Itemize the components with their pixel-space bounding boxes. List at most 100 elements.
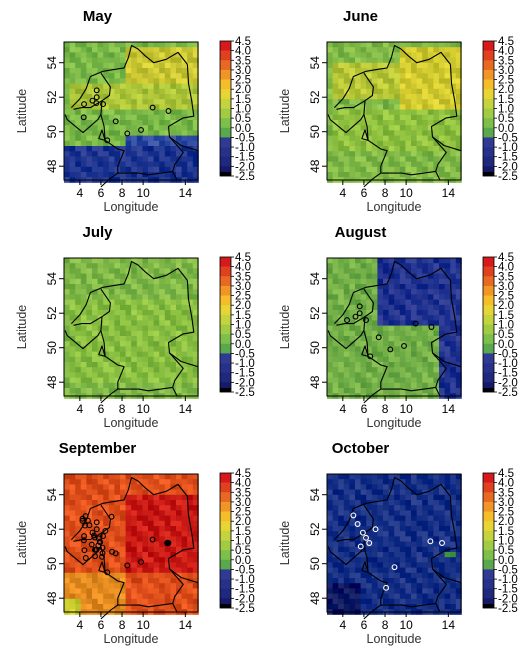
map-cell (349, 474, 356, 480)
map-chart: 4 6 8 10 14Longitude54525048Latitude4.54.03.… (15, 36, 255, 214)
map-cell (355, 531, 361, 537)
map-cell (164, 505, 171, 511)
map-cell (125, 388, 132, 394)
map-cell (394, 73, 401, 79)
map-cell (114, 135, 121, 142)
map-cell (355, 114, 361, 121)
map-cell (108, 299, 115, 306)
map-cell (427, 572, 434, 579)
map-cell (114, 346, 121, 352)
map-cell (75, 541, 82, 548)
map-cell (131, 341, 138, 347)
map-cell (187, 299, 194, 306)
map-cell (394, 362, 401, 368)
map-cell (405, 593, 412, 600)
map-cell (131, 294, 138, 300)
map-cell (164, 552, 171, 558)
map-cell (125, 325, 132, 332)
map-cell (131, 109, 138, 116)
x-tick-label: 8 (119, 186, 126, 200)
map-cell (439, 284, 445, 290)
map-cell (360, 73, 367, 79)
map-cell (187, 320, 194, 326)
map-cell (338, 151, 345, 157)
map-cell (114, 377, 121, 384)
map-cell (394, 151, 401, 157)
map-cell (332, 494, 339, 501)
map-cell (394, 325, 401, 332)
border-line (363, 64, 458, 176)
map-cell (411, 258, 417, 264)
map-cell (439, 289, 445, 295)
map-cell (187, 135, 194, 142)
map-cell (388, 557, 395, 563)
map-cell (388, 598, 395, 605)
map-cell (108, 104, 115, 110)
map-cell (86, 604, 93, 610)
map-cell (355, 494, 361, 501)
map-cell (148, 351, 154, 358)
map-cell (148, 552, 154, 558)
map-cell (131, 120, 138, 126)
map-cell (125, 330, 132, 337)
map-cell (92, 598, 98, 605)
map-cell (75, 598, 82, 605)
map-cell (120, 304, 126, 311)
station-marker (412, 320, 419, 327)
map-cell (332, 268, 339, 274)
map-cell (108, 604, 115, 610)
map-cell (349, 120, 356, 126)
map-cell (136, 546, 143, 553)
map-cell (148, 151, 154, 157)
map-cell (444, 88, 451, 95)
map-cell (170, 330, 177, 337)
map-cell (427, 156, 434, 162)
map-cell (433, 505, 440, 511)
map-cell (383, 310, 389, 316)
map-cell (427, 166, 434, 173)
map-cell (343, 125, 350, 131)
map-cell (394, 161, 401, 168)
map-cell (86, 294, 93, 300)
map-cell (360, 377, 367, 384)
map-cell (86, 598, 93, 605)
map-cell (388, 140, 395, 147)
map-cell (97, 125, 104, 131)
map-cell (427, 73, 434, 79)
map-cell (427, 104, 434, 110)
map-cell (142, 336, 149, 342)
map-cell (371, 531, 378, 537)
map-cell (187, 546, 194, 553)
map-cell (75, 289, 82, 295)
map-cell (377, 346, 384, 352)
map-cell (120, 294, 126, 300)
map-cell (159, 140, 166, 147)
map-cell (332, 99, 339, 105)
map-cell (433, 372, 440, 378)
colorbar-swatch (220, 305, 231, 316)
map-cell (343, 109, 350, 116)
y-tick-label: 52 (308, 90, 322, 104)
x-tick-label: 6 (98, 618, 105, 632)
map-cell (411, 135, 417, 142)
map-cell (371, 505, 378, 511)
map-cell (153, 151, 160, 157)
map-cell (148, 520, 154, 527)
map-cell (131, 536, 138, 542)
map-cell (377, 310, 384, 316)
map-cell (131, 362, 138, 368)
map-cell (153, 310, 160, 316)
map-cell (343, 336, 350, 342)
map-cell (327, 520, 333, 527)
map-cell (86, 88, 93, 95)
panel-title: July (82, 224, 113, 241)
border-line (98, 561, 106, 573)
map-cell (181, 526, 188, 532)
map-cell (131, 552, 138, 558)
map-cell (422, 562, 429, 568)
x-tick-label: 8 (119, 618, 126, 632)
map-cell (360, 156, 367, 162)
map-cell (394, 377, 401, 384)
map-cell (69, 531, 76, 537)
map-cell (176, 552, 182, 558)
